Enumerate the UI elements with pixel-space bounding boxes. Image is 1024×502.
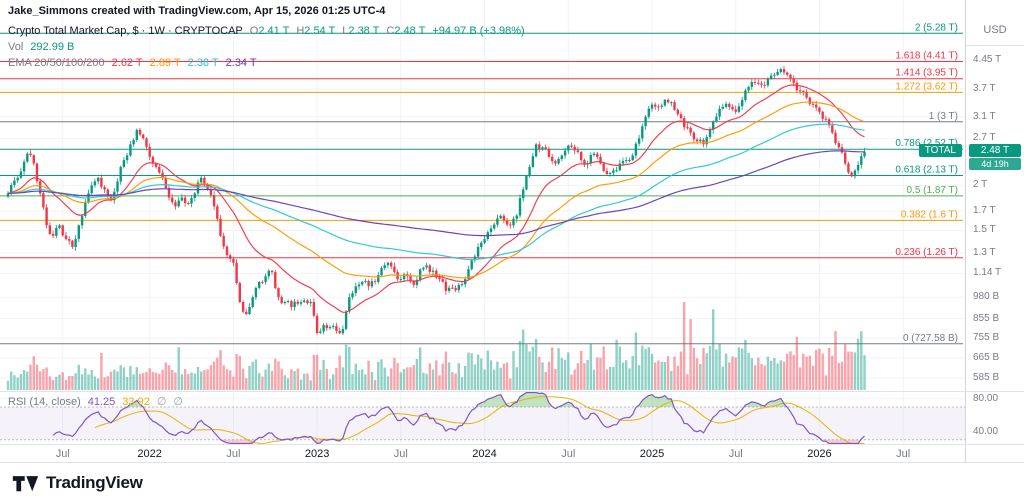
rsi-tick: 40.00 <box>973 425 999 437</box>
rsi-hidden-plot-icon[interactable]: ∅ <box>173 396 183 408</box>
svg-text:1 (3 T): 1 (3 T) <box>929 111 958 122</box>
chart-bottom-border <box>0 462 1024 463</box>
attribution-note: Jake_Simmons created with TradingView.co… <box>8 5 386 17</box>
price-tick: 2.7 T <box>973 132 996 144</box>
svg-text:1.414 (3.95 T): 1.414 (3.95 T) <box>895 68 958 79</box>
grid-lines <box>0 0 965 444</box>
price-tick: 3.7 T <box>973 82 996 94</box>
ema-legend-row: EMA 20/50/100/200 2.62 T 2.89 T 2.38 T 2.34… <box>8 57 264 69</box>
high-value: 2.54 T <box>304 25 336 37</box>
change-value: +94.97 B (+3.98%) <box>432 25 525 37</box>
svg-text:2 (5.28 T): 2 (5.28 T) <box>915 22 958 33</box>
footer: TradingView <box>0 463 1024 502</box>
ohlc-low: L2.38 T <box>342 25 379 37</box>
time-label-year: 2022 <box>137 448 162 460</box>
pane-separator[interactable] <box>0 391 1024 392</box>
open-value: 2.41 T <box>258 25 290 37</box>
tradingview-logo-icon[interactable] <box>12 473 39 492</box>
close-label: C <box>386 25 395 37</box>
volume-label[interactable]: Vol <box>8 41 24 53</box>
volume-series <box>6 302 866 390</box>
ema-value: 2.89 T <box>149 57 181 69</box>
rsi-tick: 80.00 <box>973 392 999 404</box>
time-label-month: Jul <box>728 448 743 460</box>
price-tick: 665 B <box>973 351 1000 363</box>
low-label: L <box>342 25 349 37</box>
ema-lines <box>7 84 865 313</box>
price-tick: 1.7 T <box>973 204 996 216</box>
rsi-value: 41.25 <box>87 395 116 408</box>
current-price-badge: 2.48 T <box>969 143 1021 157</box>
time-label-year: 2026 <box>807 448 832 460</box>
time-label-month: Jul <box>896 448 911 460</box>
svg-text:0.236 (1.26 T): 0.236 (1.26 T) <box>895 247 958 258</box>
price-tick: 585 B <box>973 372 1000 383</box>
price-tick: 2 T <box>973 179 988 191</box>
time-label-year: 2023 <box>304 448 330 460</box>
symbol-title[interactable]: Crypto Total Market Cap, $ · 1W · CRYPTO… <box>8 25 243 37</box>
close-value: 2.48 T <box>394 25 426 37</box>
time-label-month: Jul <box>393 448 408 460</box>
time-label-year: 2025 <box>639 448 665 460</box>
ema-label[interactable]: EMA 20/50/100/200 <box>8 57 105 69</box>
volume-value: 292.99 B <box>30 41 75 53</box>
svg-text:0.5 (1.87 T): 0.5 (1.87 T) <box>906 185 958 196</box>
ema-value: 2.38 T <box>187 57 219 69</box>
rsi-hidden-plot-icon[interactable]: ∅ <box>156 396 167 408</box>
svg-text:1.618 (4.41 T): 1.618 (4.41 T) <box>895 51 958 62</box>
symbol-legend-row: Crypto Total Market Cap, $ · 1W · CRYPTO… <box>8 25 525 37</box>
time-label-month: Jul <box>561 448 576 460</box>
tradingview-brand[interactable]: TradingView <box>46 472 143 492</box>
rsi-ma-value: 33.92 <box>122 395 150 408</box>
ohlc-high: H2.54 T <box>296 25 335 37</box>
candles-series <box>6 65 866 335</box>
rsi-pane <box>0 391 965 445</box>
ema-value: 2.62 T <box>111 57 143 69</box>
svg-text:1.272 (3.62 T): 1.272 (3.62 T) <box>895 81 958 92</box>
time-label-month: Jul <box>226 448 241 460</box>
time-label-year: 2024 <box>472 448 497 460</box>
current-symbol-chip: TOTAL <box>918 143 962 157</box>
volume-legend-row: Vol 292.99 B <box>8 41 74 53</box>
price-tick: 1.3 T <box>973 246 996 258</box>
svg-text:0 (727.58 B): 0 (727.58 B) <box>903 333 958 344</box>
svg-text:0.382 (1.6 T): 0.382 (1.6 T) <box>901 209 958 220</box>
ohlc-close: C2.48 T <box>386 25 425 37</box>
svg-text:0.618 (2.13 T): 0.618 (2.13 T) <box>895 165 958 176</box>
ema-value: 2.34 T <box>225 57 257 69</box>
price-tick: 3.1 T <box>973 110 996 122</box>
high-label: H <box>296 25 305 37</box>
price-tick: 1.5 T <box>973 224 996 236</box>
pane-separator[interactable] <box>0 444 1024 445</box>
price-tick: 980 B <box>973 291 1000 303</box>
ohlc-open: O2.41 T <box>250 25 290 37</box>
axis-unit-button[interactable]: USD <box>983 24 1007 36</box>
price-tick: 1.14 T <box>973 267 1002 279</box>
price-tick: 755 B <box>973 332 1000 344</box>
rsi-label[interactable]: RSI (14, close) <box>8 395 81 408</box>
fib-retracement-lines[interactable]: 2 (5.28 T) 1.618 (4.41 T) 1.414 (3.95 T) 1.… <box>0 22 963 345</box>
rsi-legend-row: RSI (14, close) 41.25 33.92 ∅ ∅ <box>8 395 183 409</box>
ema-values: 2.62 T 2.89 T 2.38 T 2.34 T <box>112 57 264 69</box>
chart-plot[interactable]: 2 (5.28 T) 1.618 (4.41 T) 1.414 (3.95 T) 1.… <box>0 0 965 462</box>
price-tick: 855 B <box>973 312 1000 324</box>
open-label: O <box>249 25 259 37</box>
price-axis[interactable]: USD 2.48 T 4d 19h 4.45 T 3.7 T 3.1 T 2.7 T 2… <box>965 0 1024 462</box>
price-tick: 4.45 T <box>973 54 1002 66</box>
axis-separator <box>966 45 1024 46</box>
bar-countdown-badge: 4d 19h <box>969 157 1021 170</box>
low-value: 2.38 T <box>348 25 380 37</box>
time-label-month: Jul <box>55 448 70 460</box>
time-axis[interactable]: Jul 2022 Jul 2023 Jul 2024 Jul 2025 Jul 2026 Jul <box>0 444 965 462</box>
